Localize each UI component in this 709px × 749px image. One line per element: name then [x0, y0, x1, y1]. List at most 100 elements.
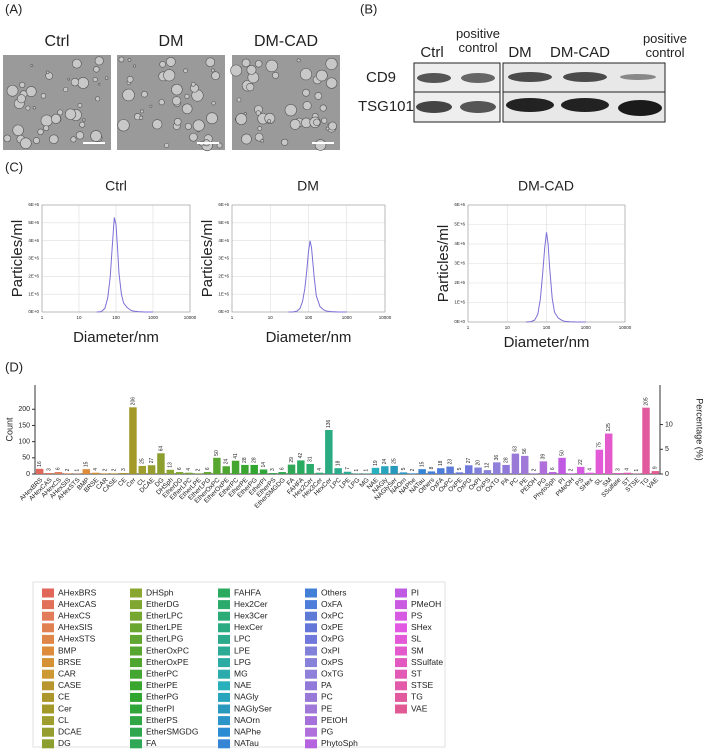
vesicle	[40, 93, 47, 99]
value-label: 13	[168, 462, 174, 468]
y-tick-label: 3E+6	[454, 261, 465, 266]
legend-label: Others	[321, 587, 347, 597]
legend-swatch	[42, 600, 54, 610]
vesicle	[211, 71, 220, 81]
bar	[194, 473, 202, 474]
vesicle	[173, 118, 182, 126]
legend-swatch	[395, 588, 407, 598]
x-axis-label: Diameter/nm	[504, 334, 590, 351]
legend-swatch	[305, 634, 317, 644]
band	[417, 73, 451, 83]
x-tick-label: 1	[231, 315, 234, 320]
y-tick-label: 4E+6	[218, 238, 229, 243]
nta-curve	[288, 240, 347, 313]
band	[508, 72, 552, 82]
bar	[343, 471, 352, 474]
legend-swatch	[42, 634, 54, 644]
legend-swatch	[305, 692, 317, 702]
vesicle	[104, 76, 109, 80]
vesicle	[260, 139, 264, 143]
vesicle	[257, 126, 263, 131]
vesicle	[77, 102, 83, 108]
vesicle	[183, 68, 188, 74]
legend-swatch	[42, 704, 54, 714]
legend-label: PC	[321, 692, 333, 702]
vesicle	[30, 64, 34, 67]
bar	[521, 455, 529, 474]
panel-label: (C)	[5, 159, 23, 174]
vesicle	[206, 112, 218, 125]
vesicle	[94, 56, 104, 66]
y-tick-label: 6E+6	[28, 202, 39, 207]
vesicle	[70, 78, 80, 87]
y-axis-label: Count	[4, 417, 14, 442]
value-label: 4	[186, 468, 192, 471]
legend-swatch	[218, 600, 230, 610]
value-label: 2	[569, 468, 575, 471]
value-label: 24	[224, 458, 230, 464]
legend-swatch	[305, 727, 317, 737]
value-label: 16	[37, 461, 43, 467]
bar	[45, 473, 53, 474]
value-label: 36	[494, 455, 500, 461]
bar	[465, 465, 473, 474]
bar	[548, 472, 557, 474]
legend-label: NAE	[234, 680, 252, 690]
bar	[185, 472, 193, 474]
y-tick-label: 5E+6	[454, 222, 465, 227]
value-label: 25	[140, 458, 146, 464]
y-tick-label: 150	[18, 422, 30, 429]
band	[620, 74, 656, 80]
legend-label: DCAE	[58, 726, 82, 736]
value-label: 15	[84, 461, 90, 467]
bar	[110, 473, 119, 474]
legend-label: OxFA	[321, 599, 343, 609]
x-tick-label: DG	[154, 477, 166, 489]
lane-label: Ctrl	[420, 44, 443, 61]
legend-label: SM	[411, 645, 424, 655]
value-label: 14	[261, 462, 267, 468]
x-tick-label: CE	[117, 476, 129, 488]
value-label: 39	[541, 454, 547, 460]
bar	[222, 466, 230, 474]
bar	[101, 473, 109, 474]
vesicle	[126, 76, 134, 83]
vesicle	[184, 93, 190, 99]
value-label: 205	[643, 397, 649, 406]
vesicle	[25, 86, 37, 97]
panel-label: (D)	[5, 359, 23, 374]
legend-label: NAPhe	[234, 726, 261, 736]
x-tick-label: TG	[639, 477, 650, 488]
legend-swatch	[42, 658, 54, 668]
bar	[604, 433, 613, 474]
y-tick-label: 200	[18, 406, 30, 413]
vesicle	[235, 113, 248, 125]
vesicle	[246, 64, 257, 75]
vesicle	[16, 94, 26, 104]
value-label: 2	[65, 468, 71, 471]
value-label: 1	[74, 469, 80, 472]
vesicle	[122, 88, 135, 102]
value-label: 27	[466, 457, 472, 463]
value-label: 50	[559, 450, 565, 456]
vesicle	[254, 132, 264, 142]
legend-label: OxPS	[321, 657, 344, 667]
x-tick-label: 10	[268, 315, 274, 320]
vesicle	[315, 69, 328, 82]
y-tick-label: 6E+6	[454, 202, 465, 207]
x-tick-label: VAE	[646, 476, 660, 490]
y-tick-label: 0	[26, 471, 30, 478]
vesicle	[12, 124, 24, 136]
value-label: 75	[597, 442, 603, 448]
bar	[483, 470, 492, 474]
value-label: 2	[410, 468, 416, 471]
y-tick-label: 100	[18, 438, 30, 445]
value-label: 2	[531, 468, 537, 471]
value-label: 19	[373, 460, 379, 466]
x-tick-label: SM	[601, 477, 613, 489]
legend-label: DHSph	[146, 587, 174, 597]
vesicle	[64, 108, 77, 120]
nta-curve	[525, 232, 586, 323]
legend-label: OxPG	[321, 634, 344, 644]
value-label: 1	[634, 469, 640, 472]
